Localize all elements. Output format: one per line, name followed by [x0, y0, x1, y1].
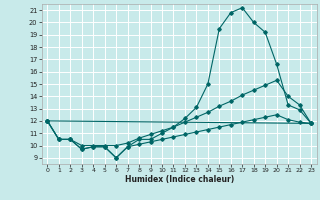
X-axis label: Humidex (Indice chaleur): Humidex (Indice chaleur) — [124, 175, 234, 184]
